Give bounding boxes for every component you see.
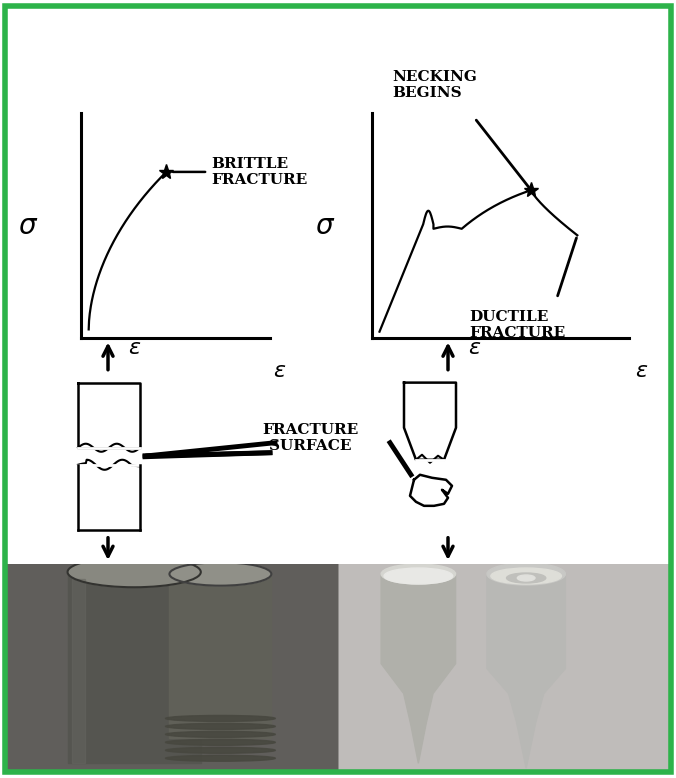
Text: $\sigma$: $\sigma$ xyxy=(316,212,336,240)
Polygon shape xyxy=(68,572,201,763)
Text: FRACTURE
SURFACE: FRACTURE SURFACE xyxy=(262,422,358,453)
Polygon shape xyxy=(170,574,271,738)
Text: $\varepsilon$: $\varepsilon$ xyxy=(273,361,287,381)
Ellipse shape xyxy=(166,731,275,738)
Ellipse shape xyxy=(166,748,275,753)
Text: $\varepsilon$: $\varepsilon$ xyxy=(635,361,648,381)
Text: $\varepsilon$: $\varepsilon$ xyxy=(128,338,141,358)
Text: $\varepsilon$: $\varepsilon$ xyxy=(468,338,481,358)
Text: NECKING
BEGINS: NECKING BEGINS xyxy=(392,70,477,100)
Ellipse shape xyxy=(517,575,535,581)
Text: BRITTLE
FRACTURE: BRITTLE FRACTURE xyxy=(212,157,308,187)
Ellipse shape xyxy=(170,562,271,586)
Polygon shape xyxy=(381,574,456,763)
Ellipse shape xyxy=(381,564,456,584)
Ellipse shape xyxy=(68,557,201,587)
Text: $\sigma$: $\sigma$ xyxy=(18,212,39,240)
Ellipse shape xyxy=(166,755,275,761)
Ellipse shape xyxy=(166,739,275,745)
Polygon shape xyxy=(72,579,85,763)
Ellipse shape xyxy=(506,573,546,583)
Ellipse shape xyxy=(384,568,453,584)
Ellipse shape xyxy=(487,563,565,585)
Ellipse shape xyxy=(166,724,275,730)
Polygon shape xyxy=(487,574,565,768)
Ellipse shape xyxy=(166,716,275,721)
Text: DUCTILE
FRACTURE: DUCTILE FRACTURE xyxy=(469,310,566,340)
Ellipse shape xyxy=(491,568,562,584)
